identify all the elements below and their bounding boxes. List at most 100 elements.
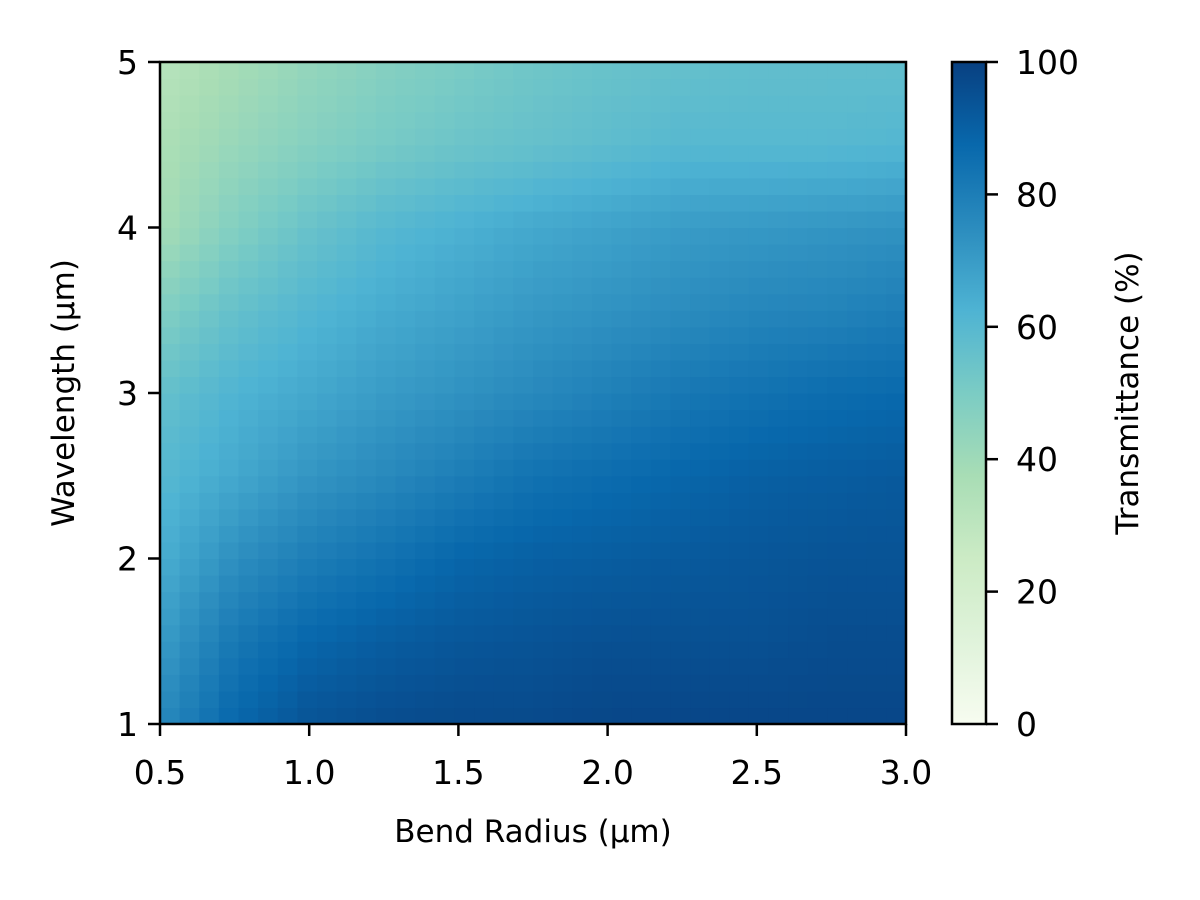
heatmap-cell xyxy=(513,111,534,129)
heatmap-cell xyxy=(474,541,495,560)
heatmap-cell xyxy=(454,674,475,692)
heatmap-cell xyxy=(768,244,789,262)
heatmap-cell xyxy=(258,641,279,659)
heatmap-cell xyxy=(650,690,672,709)
heatmap-cell xyxy=(474,194,495,212)
heatmap-cell xyxy=(336,657,357,675)
heatmap-cell xyxy=(434,194,456,212)
heatmap-cell xyxy=(277,177,299,195)
heatmap-cell xyxy=(866,641,887,659)
heatmap-cell xyxy=(238,177,259,195)
heatmap-cell xyxy=(631,641,652,659)
heatmap-cell xyxy=(454,624,475,642)
heatmap-cell xyxy=(434,260,456,278)
heatmap-cell xyxy=(788,508,809,526)
heatmap-cell xyxy=(375,227,397,245)
heatmap-cell xyxy=(434,575,456,593)
heatmap-cell xyxy=(238,541,259,560)
heatmap-cell xyxy=(572,657,593,675)
heatmap-cell xyxy=(729,227,750,245)
heatmap-cell xyxy=(709,128,730,146)
heatmap-cell xyxy=(218,525,240,543)
heatmap-cell xyxy=(591,690,613,709)
heatmap-cell xyxy=(277,310,299,328)
heatmap-cell xyxy=(415,409,436,427)
heatmap-cell xyxy=(258,227,279,245)
heatmap-cell xyxy=(591,508,613,526)
heatmap-cell xyxy=(493,409,514,427)
heatmap-cell xyxy=(474,277,495,295)
heatmap-cell xyxy=(434,525,456,543)
heatmap-cell xyxy=(552,591,573,609)
heatmap-cell xyxy=(670,310,691,328)
heatmap-cell xyxy=(474,177,495,195)
heatmap-cell xyxy=(729,359,750,378)
heatmap-cell xyxy=(160,508,181,526)
heatmap-cell xyxy=(238,359,259,378)
heatmap-cell xyxy=(513,78,534,96)
heatmap-cell xyxy=(886,558,906,576)
heatmap-cell xyxy=(533,227,554,245)
heatmap-cell xyxy=(297,674,318,692)
heatmap-cell xyxy=(258,558,279,576)
heatmap-cell xyxy=(788,608,809,626)
heatmap-cell xyxy=(572,541,593,560)
heatmap-cell xyxy=(160,78,181,96)
heatmap-cell xyxy=(434,343,456,361)
heatmap-cell xyxy=(179,525,200,543)
heatmap-cell xyxy=(709,293,730,311)
heatmap-cell xyxy=(866,558,887,576)
heatmap-cell xyxy=(631,260,652,278)
heatmap-cell xyxy=(493,558,514,576)
heatmap-cell xyxy=(179,194,200,212)
heatmap-cell xyxy=(513,674,534,692)
heatmap-cell xyxy=(336,111,357,129)
heatmap-cell xyxy=(788,128,809,146)
heatmap-cell xyxy=(827,227,848,245)
heatmap-cell xyxy=(199,409,220,427)
heatmap-cell xyxy=(886,575,906,593)
heatmap-cell xyxy=(847,227,868,245)
heatmap-cell xyxy=(474,624,495,642)
colorbar xyxy=(950,60,988,726)
heatmap-cell xyxy=(434,558,456,576)
heatmap-cell xyxy=(277,641,299,659)
heatmap-cell xyxy=(513,227,534,245)
heatmap-cell xyxy=(631,227,652,245)
heatmap-cell xyxy=(317,376,338,394)
heatmap-cell xyxy=(611,144,632,162)
heatmap-cell xyxy=(238,641,259,659)
heatmap-cell xyxy=(375,393,397,411)
heatmap-cell xyxy=(670,641,691,659)
heatmap-cell xyxy=(611,376,632,394)
heatmap-cell xyxy=(513,62,534,80)
heatmap-cell xyxy=(827,558,848,576)
heatmap-cell xyxy=(356,78,377,96)
heatmap-cell xyxy=(572,376,593,394)
heatmap-cell xyxy=(552,144,573,162)
heatmap-cell xyxy=(375,310,397,328)
heatmap-cell xyxy=(395,260,416,278)
heatmap-cell xyxy=(493,260,514,278)
heatmap-cell xyxy=(179,608,200,626)
heatmap-cell xyxy=(218,657,240,675)
heatmap-cell xyxy=(847,690,868,709)
heatmap-cell xyxy=(375,95,397,113)
heatmap-cell xyxy=(847,608,868,626)
heatmap-cell xyxy=(474,310,495,328)
heatmap-cell xyxy=(336,459,357,477)
heatmap-cell xyxy=(768,260,789,278)
heatmap-cell xyxy=(317,227,338,245)
heatmap-cell xyxy=(375,591,397,609)
heatmap-cell xyxy=(827,161,848,179)
heatmap-cell xyxy=(454,161,475,179)
heatmap-cell xyxy=(454,558,475,576)
heatmap-cell xyxy=(650,359,672,378)
heatmap-cell xyxy=(650,144,672,162)
heatmap-cell xyxy=(258,459,279,477)
heatmap-cell xyxy=(434,277,456,295)
heatmap-cell xyxy=(493,128,514,146)
heatmap-cell xyxy=(160,310,181,328)
heatmap-cell xyxy=(729,426,750,444)
heatmap-cell xyxy=(160,541,181,560)
